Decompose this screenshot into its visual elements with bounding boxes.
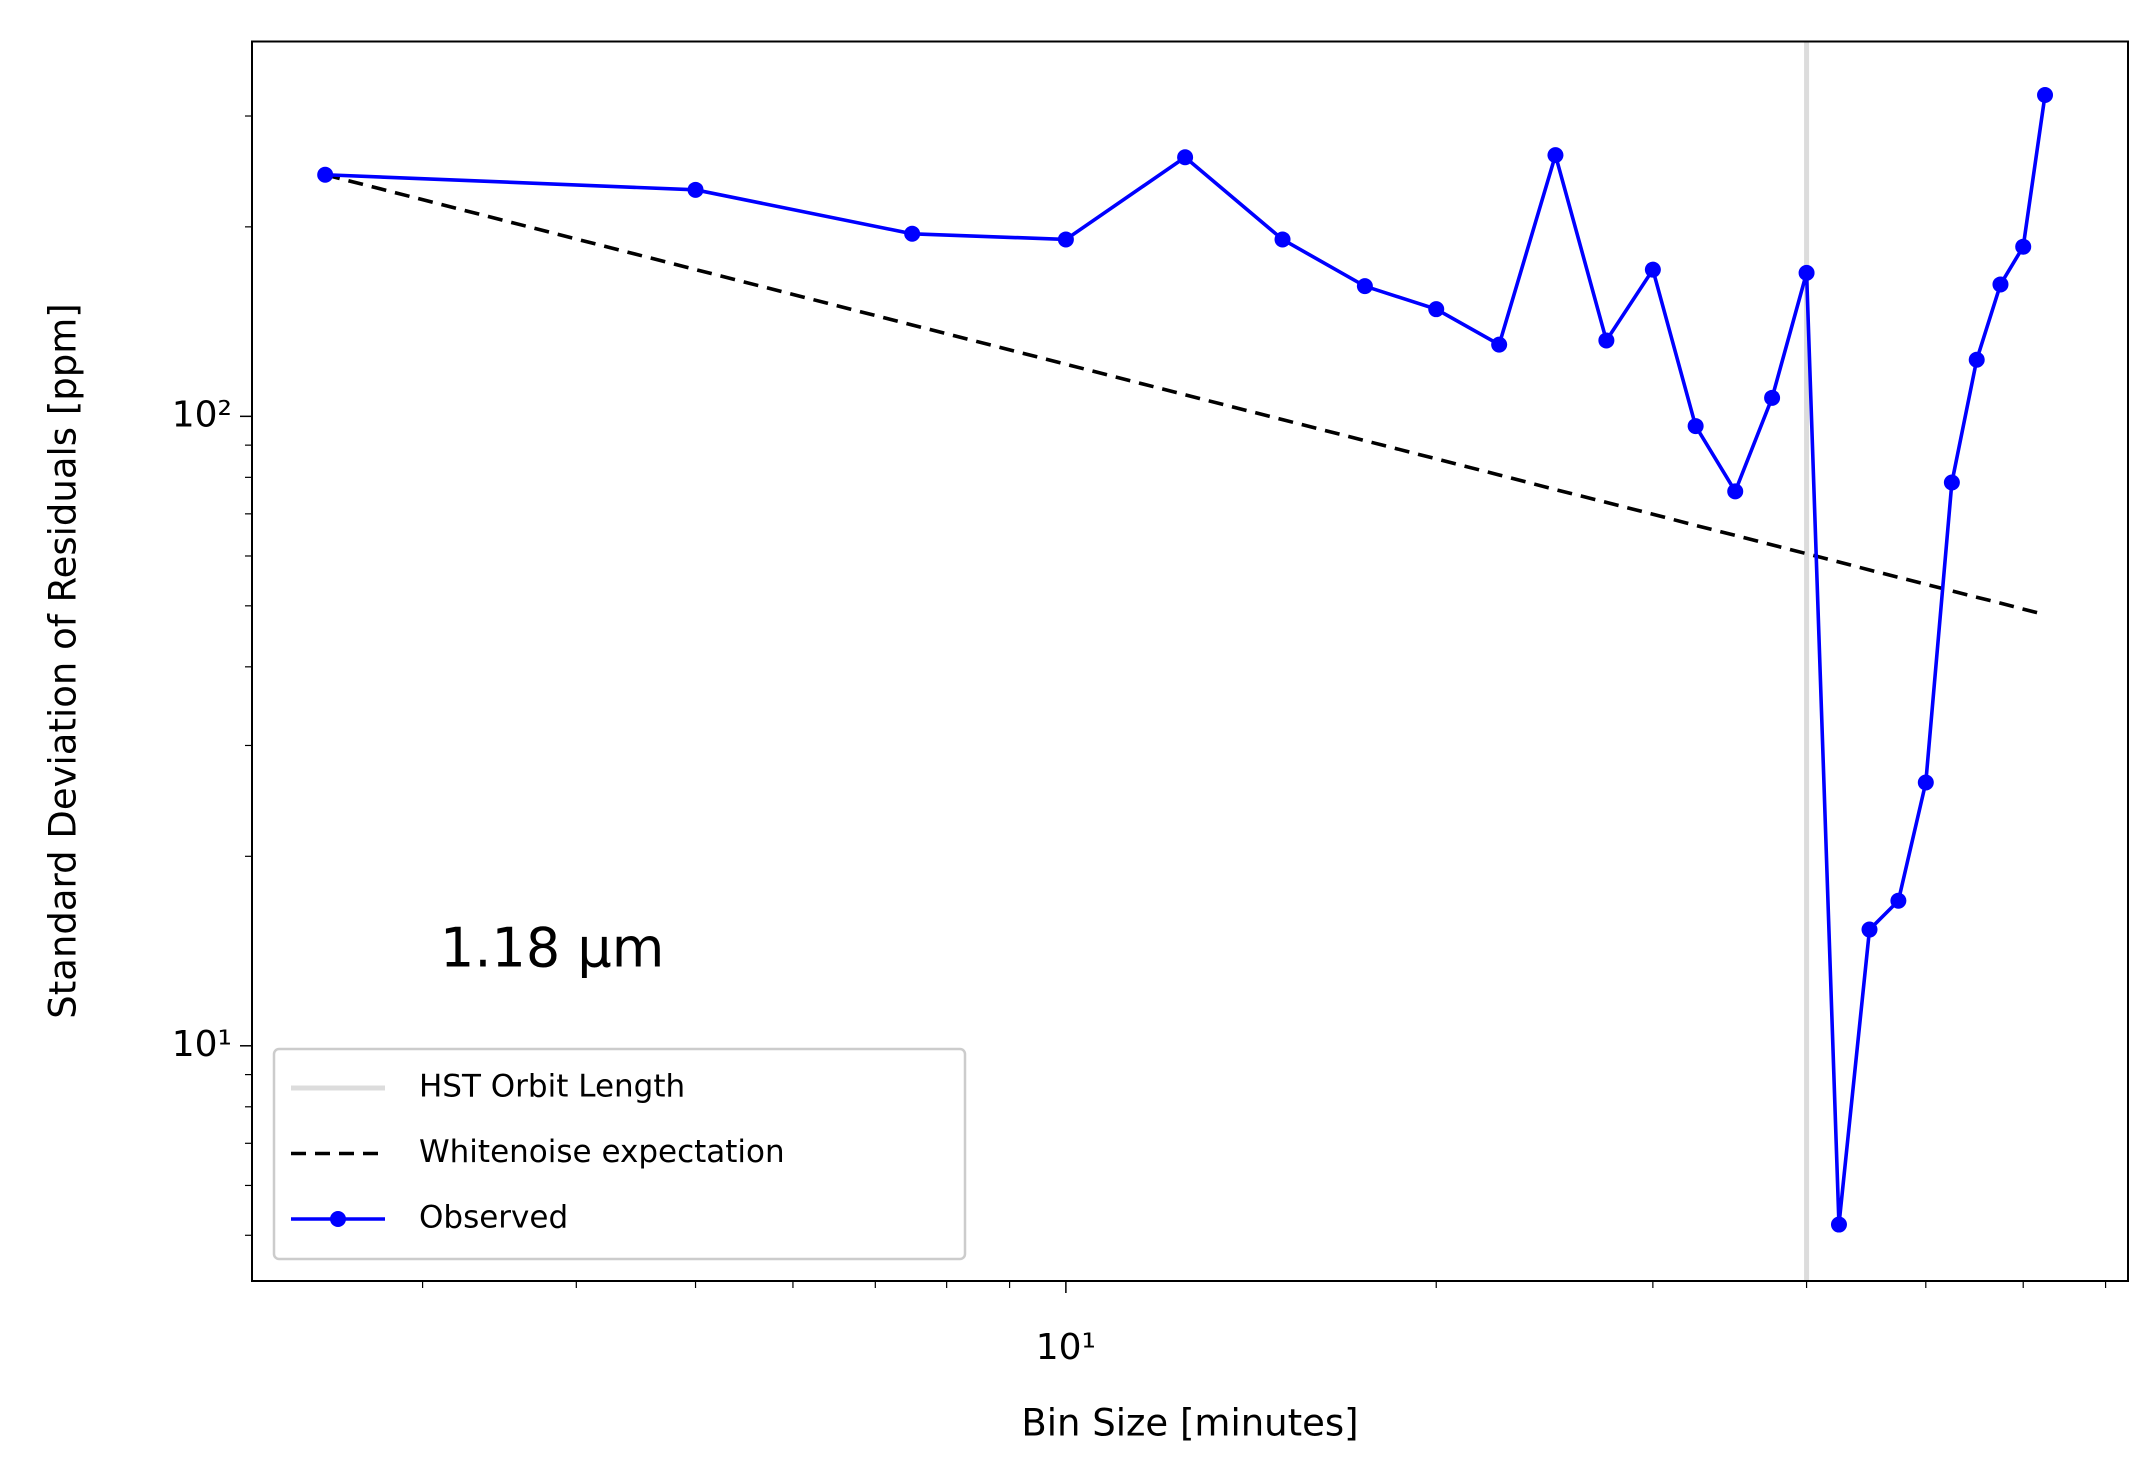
point: [1274, 231, 1291, 248]
legend-box: [272, 1047, 967, 1261]
point: [1764, 389, 1781, 406]
legend-label: Observed: [419, 1200, 568, 1236]
point: [1428, 301, 1445, 318]
x-axis-label: Bin Size [minutes]: [1021, 1402, 1358, 1445]
point: [1943, 474, 1960, 491]
y-axis-label: Standard Deviation of Residuals [ppm]: [42, 303, 85, 1018]
annotation: 1.18 μm: [440, 917, 664, 980]
point: [2037, 86, 2054, 103]
legend-marker: [330, 1211, 346, 1227]
point: [1798, 264, 1815, 281]
series-line: [324, 173, 2046, 617]
x-tick-label: 10¹: [1036, 1327, 1096, 1368]
plot-frame: [251, 40, 2129, 1282]
point: [317, 166, 334, 183]
point: [2015, 238, 2032, 255]
point: [1727, 483, 1744, 500]
point: [1177, 149, 1194, 166]
point: [1598, 332, 1615, 349]
point: [1861, 921, 1878, 938]
point: [1968, 351, 1985, 368]
legend-label: HST Orbit Length: [419, 1069, 685, 1105]
y-tick-label: 10¹: [172, 1024, 232, 1065]
point: [1356, 278, 1373, 295]
point: [904, 225, 921, 242]
point: [1830, 1216, 1847, 1233]
point: [1917, 774, 1934, 791]
point: [1687, 418, 1704, 435]
point: [1992, 276, 2009, 293]
point: [1057, 231, 1074, 248]
legend-label: Whitenoise expectation: [419, 1134, 785, 1170]
point: [1547, 147, 1564, 164]
point: [1644, 261, 1661, 278]
point: [1890, 892, 1907, 909]
y-tick-label: 10²: [172, 394, 232, 435]
point: [687, 181, 704, 198]
point: [1491, 336, 1508, 353]
